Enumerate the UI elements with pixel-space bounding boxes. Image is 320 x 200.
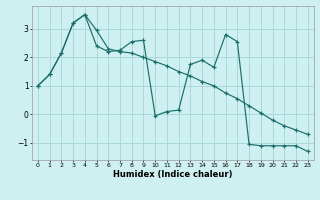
X-axis label: Humidex (Indice chaleur): Humidex (Indice chaleur) [113, 170, 233, 179]
